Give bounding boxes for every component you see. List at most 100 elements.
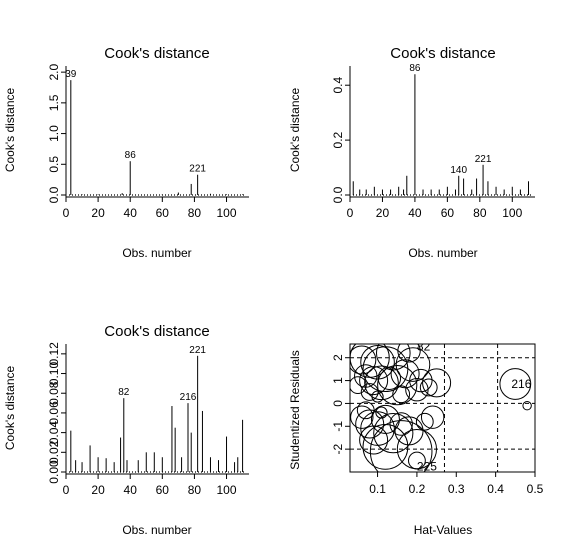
point-label: 221 [189,164,206,175]
bubble [522,401,532,411]
y-axis-label-4: Studentized Residuals [288,350,302,469]
y-tick-label: 0.0 [331,186,345,203]
x-tick-label: 0.2 [409,482,426,496]
bubble [356,401,375,420]
x-tick-label: 40 [408,206,422,220]
bubble [369,420,433,472]
x-tick-label: 100 [502,206,522,220]
y-tick-label: 0.2 [331,131,345,148]
x-tick-label: 0.5 [527,482,544,496]
point-label: 86 [409,63,421,74]
x-tick-label: 80 [188,206,202,220]
y-axis-label-2: Cook's distance [288,88,302,173]
y-tick-label: 1.5 [47,94,61,111]
chart-title-1: Cook's distance [104,45,209,62]
x-tick-label: 60 [156,206,170,220]
point-label: 86 [125,150,137,161]
bubble [373,413,414,454]
y-tick-label: 0.5 [47,156,61,173]
panel-top-right: Cook's distance Obs. number Cook's dista… [288,45,535,260]
y-tick-label: 0.02 [47,440,61,464]
x-tick-label: 0 [63,206,70,220]
bubble [397,344,421,363]
point-label: 216 [511,377,531,391]
x-tick-label: 80 [188,483,202,497]
point-label: 221 [189,345,206,356]
x-tick-label: 0 [347,206,354,220]
x-tick-label: 0.1 [369,482,386,496]
bubble [377,365,418,406]
y-tick-label: 0.4 [331,77,345,94]
panel-top-left: Cook's distance Obs. number Cook's dista… [3,45,249,260]
x-tick-label: 20 [376,206,390,220]
panel-bottom-left: Cook's distance Obs. number Cook's dista… [3,323,249,537]
bubble [405,378,429,402]
y-tick-label: -2 [331,443,345,454]
bubble [392,385,411,404]
bubble [389,412,413,436]
bubble [419,378,438,397]
bubble [499,368,532,400]
x-tick-label: 20 [91,206,105,220]
bubble [360,344,395,380]
x-tick-label: 100 [217,206,237,220]
bubble [371,390,384,403]
bubble [395,347,431,382]
bubble [350,405,374,429]
bubble [408,451,426,470]
bubble [370,404,400,434]
chart-title-2: Cook's distance [390,45,495,62]
chart-title-3: Cook's distance [104,323,209,340]
y-tick-label: 0.06 [47,401,61,425]
x-tick-label: 20 [91,483,105,497]
bubble [422,368,452,398]
bubble [420,405,445,429]
y-tick-label: 0.0 [47,186,61,203]
y-axis-label-1: Cook's distance [3,88,17,173]
plot-area: 82 216 225 [350,339,535,473]
point-label: 82 [417,339,431,353]
bubble [360,383,379,401]
bubble [359,425,389,455]
x-tick-label: 0.4 [487,482,504,496]
x-tick-label: 60 [156,483,170,497]
bubble [350,345,377,375]
bubble [355,409,385,439]
x-axis-label-4: Hat-Values [414,523,472,537]
y-tick-label: 0.10 [47,362,61,386]
y-tick-label: 0.00 [47,460,61,484]
x-axis-label-3: Obs. number [122,523,191,537]
bubble [350,376,367,395]
x-tick-label: 40 [124,483,138,497]
plot-box [349,343,536,473]
x-tick-label: 80 [473,206,487,220]
bubble [415,412,434,431]
point-label: 216 [180,392,197,403]
bubble [375,406,388,419]
point-label: 140 [450,165,467,176]
y-tick-label: 0.04 [47,421,61,445]
point-label: 39 [65,69,77,80]
y-tick-label: 2.0 [47,63,61,80]
point-label: 82 [118,387,130,398]
y-tick-label: 0 [331,400,345,407]
y-tick-label: 1 [331,377,345,384]
x-tick-label: 60 [441,206,455,220]
y-tick-label: 2 [331,354,345,361]
x-axis-label-1: Obs. number [122,246,191,260]
y-axis-label-3: Cook's distance [3,366,17,451]
y-tick-label: 1.0 [47,125,61,142]
point-label: 221 [475,154,492,165]
x-tick-label: 0.3 [448,482,465,496]
panel-bottom-right: Hat-Values Studentized Residuals 8221622… [288,339,544,537]
y-tick-label: -1 [331,421,345,432]
x-axis-label-2: Obs. number [408,246,477,260]
bubble [376,344,411,371]
bubble [390,359,420,389]
bubble [364,365,399,401]
point-label: 225 [417,459,437,473]
y-tick-label: 0.12 [47,342,61,366]
x-tick-label: 0 [63,483,70,497]
x-tick-label: 100 [217,483,237,497]
